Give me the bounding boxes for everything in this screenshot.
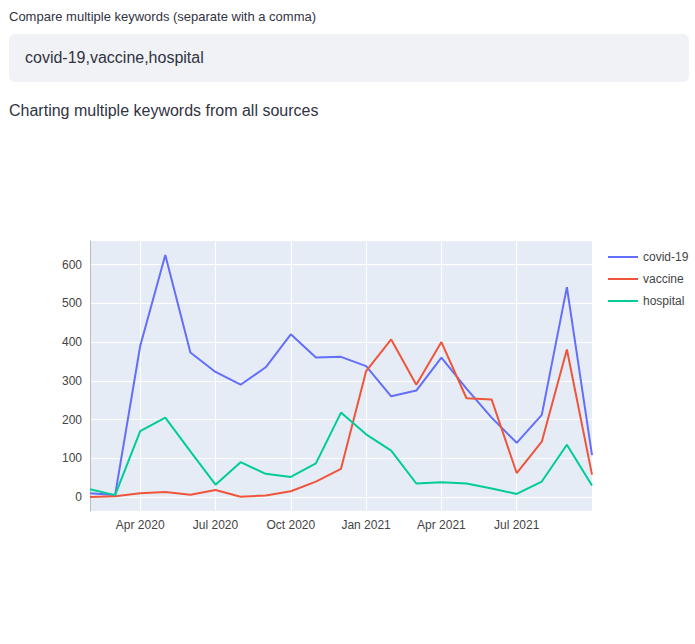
- svg-text:Apr 2021: Apr 2021: [417, 518, 466, 532]
- svg-text:Jan 2021: Jan 2021: [341, 518, 391, 532]
- svg-text:Oct 2020: Oct 2020: [266, 518, 315, 532]
- svg-text:Jul 2020: Jul 2020: [193, 518, 239, 532]
- svg-text:300: 300: [62, 374, 82, 388]
- svg-text:500: 500: [62, 296, 82, 310]
- html-text:covid-19,vaccine,hospital: covid-19,vaccine,hospital: [25, 49, 204, 66]
- svg-text:Jul 2021: Jul 2021: [494, 518, 540, 532]
- svg-text:0: 0: [75, 490, 82, 504]
- svg-text:Apr 2020: Apr 2020: [116, 518, 165, 532]
- svg-text:covid-19: covid-19: [643, 250, 689, 264]
- svg-text:100: 100: [62, 451, 82, 465]
- svg-text:vaccine: vaccine: [643, 272, 684, 286]
- svg-text:600: 600: [62, 258, 82, 272]
- html-text:Charting multiple keywords fro: Charting multiple keywords from all sour…: [9, 102, 319, 119]
- svg-text:hospital: hospital: [643, 294, 684, 308]
- svg-text:200: 200: [62, 413, 82, 427]
- svg-text:400: 400: [62, 335, 82, 349]
- html-text:Compare multiple keywords (sep: Compare multiple keywords (separate with…: [9, 9, 317, 24]
